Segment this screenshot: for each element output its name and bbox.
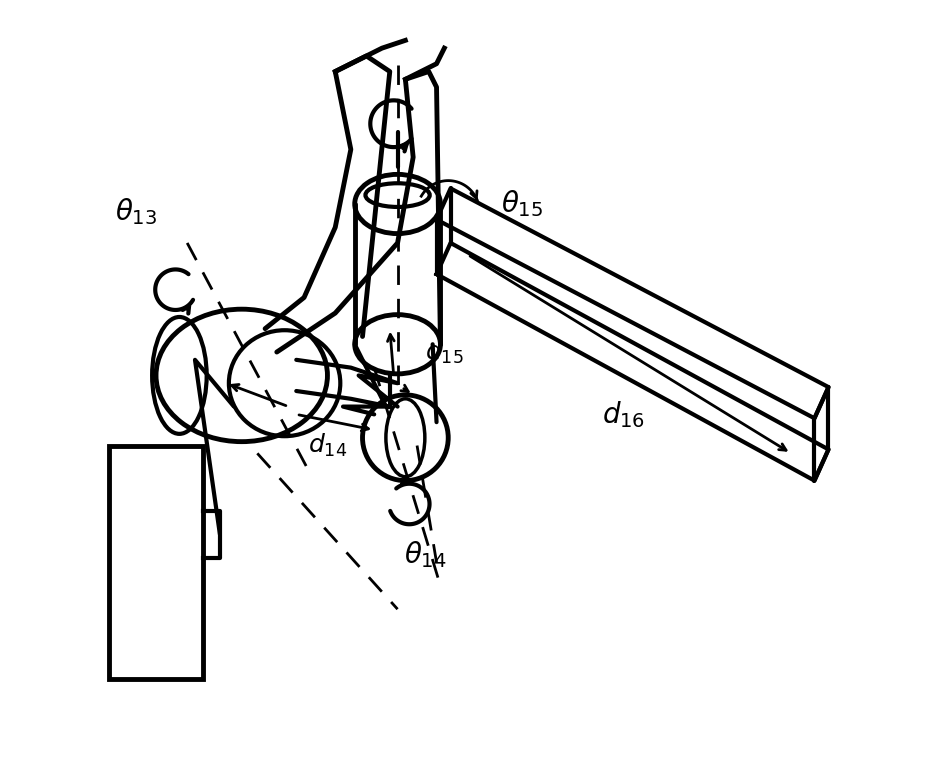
- Text: $\theta_{15}$: $\theta_{15}$: [501, 188, 543, 220]
- Text: $\theta_{13}$: $\theta_{13}$: [115, 196, 158, 228]
- Text: $d_{16}$: $d_{16}$: [602, 399, 645, 430]
- Text: $d_{14}$: $d_{14}$: [308, 432, 347, 459]
- Text: $\theta_{14}$: $\theta_{14}$: [403, 540, 446, 570]
- Bar: [109, 446, 203, 680]
- Text: $d_{15}$: $d_{15}$: [425, 339, 463, 366]
